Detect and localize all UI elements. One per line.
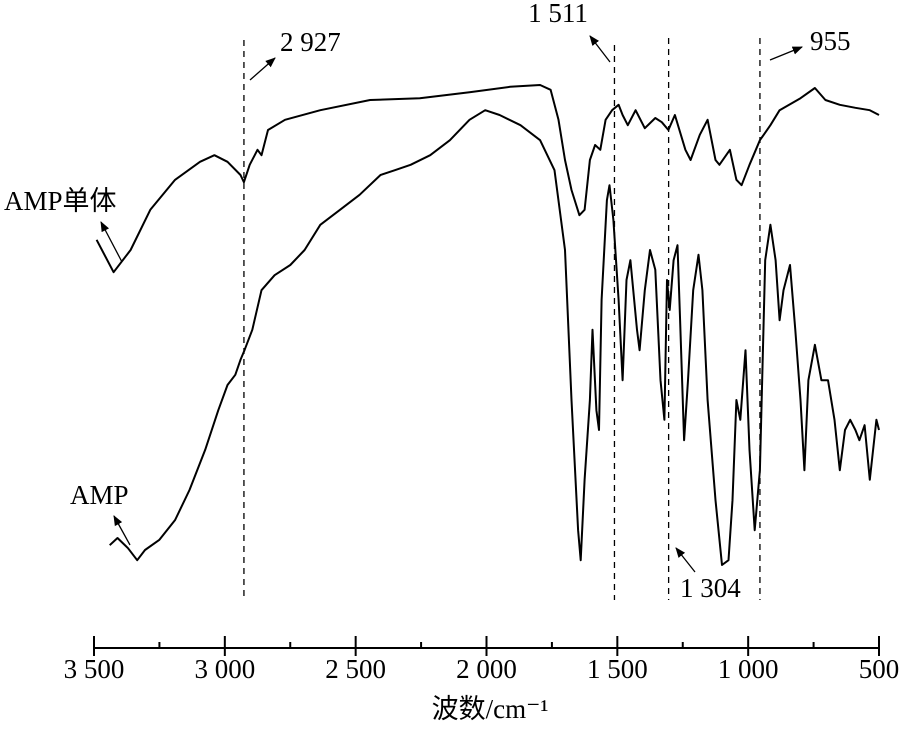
peak-arrow bbox=[769, 46, 803, 61]
x-tick-label: 3 000 bbox=[194, 654, 255, 684]
spectrum-line bbox=[109, 109, 880, 566]
series-arrow bbox=[100, 221, 123, 263]
peak-arrow bbox=[675, 547, 696, 573]
peak-label: 1 511 bbox=[528, 0, 588, 28]
peak-arrow bbox=[249, 57, 276, 81]
x-tick-label: 1 500 bbox=[587, 654, 648, 684]
x-tick-label: 500 bbox=[859, 654, 900, 684]
x-tick-label: 2 500 bbox=[325, 654, 386, 684]
x-tick-label: 3 500 bbox=[64, 654, 125, 684]
series-label: AMP bbox=[70, 480, 129, 510]
x-axis-title: 波数/cm⁻¹ bbox=[432, 694, 549, 724]
peak-label: 955 bbox=[810, 26, 851, 56]
peak-label: 2 927 bbox=[280, 27, 341, 57]
series-arrow bbox=[113, 515, 131, 546]
x-tick-label: 1 000 bbox=[718, 654, 779, 684]
spectrum-line bbox=[95, 84, 880, 274]
series-label: AMP单体 bbox=[4, 186, 117, 216]
peak-arrow bbox=[589, 35, 611, 63]
peak-label: 1 304 bbox=[680, 573, 741, 603]
x-tick-label: 2 000 bbox=[456, 654, 517, 684]
